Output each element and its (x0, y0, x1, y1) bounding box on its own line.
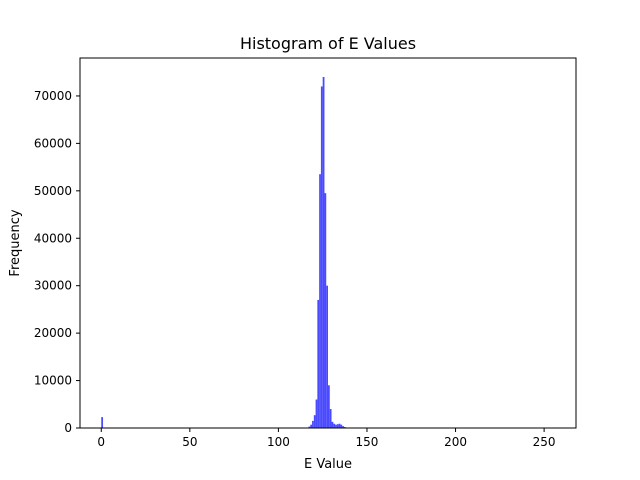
y-axis-label: Frequency (8, 209, 23, 276)
histogram-bar-4 (313, 415, 316, 428)
y-axis-ticks: 0 10000 20000 30000 40000 50000 60000 70000 (34, 89, 80, 435)
histogram-bar-17 (336, 424, 339, 428)
y-tick-label-7: 70000 (34, 89, 72, 103)
x-axis-label: E Value (304, 457, 352, 472)
x-tick-label-4: 200 (444, 435, 467, 449)
y-tick-label-0: 0 (64, 421, 72, 435)
histogram-bar-9 (322, 76, 325, 428)
histogram-bar-15 (333, 423, 336, 428)
histogram-bar-1 (308, 426, 311, 428)
x-tick-label-2: 100 (267, 435, 290, 449)
histogram-bar-16 (335, 424, 337, 428)
histogram-bar-0 (101, 417, 104, 428)
histogram-bar-20 (342, 426, 344, 428)
histogram-bar-18 (338, 423, 341, 428)
histogram-bar-5 (315, 399, 318, 428)
y-tick-label-2: 20000 (34, 326, 72, 340)
histogram-bar-11 (326, 285, 328, 428)
y-tick-label-5: 50000 (34, 184, 72, 198)
histogram-bar-19 (340, 424, 343, 428)
histogram-bar-3 (312, 420, 314, 428)
plot-frame (79, 57, 577, 429)
y-tick-label-4: 40000 (34, 231, 72, 245)
histogram-bar-13 (329, 409, 332, 428)
y-tick-label-6: 60000 (34, 136, 72, 150)
histogram-bar-12 (328, 385, 330, 428)
x-tick-label-0: 0 (97, 435, 105, 449)
histogram-bar-2 (310, 424, 313, 428)
histogram-bar-7 (319, 174, 321, 428)
chart-title: Histogram of E Values (240, 34, 416, 53)
y-tick-label-1: 10000 (34, 374, 72, 388)
histogram-bars (101, 76, 346, 429)
histogram-bar-8 (320, 86, 323, 429)
x-tick-label-1: 50 (182, 435, 197, 449)
histogram-bar-10 (324, 193, 327, 428)
x-tick-label-5: 250 (533, 435, 556, 449)
x-tick-label-3: 150 (356, 435, 379, 449)
x-axis-ticks: 0 50 100 150 200 250 (97, 428, 556, 449)
histogram-bar-6 (317, 299, 320, 428)
histogram-bar-14 (331, 421, 334, 428)
y-tick-label-3: 30000 (34, 279, 72, 293)
